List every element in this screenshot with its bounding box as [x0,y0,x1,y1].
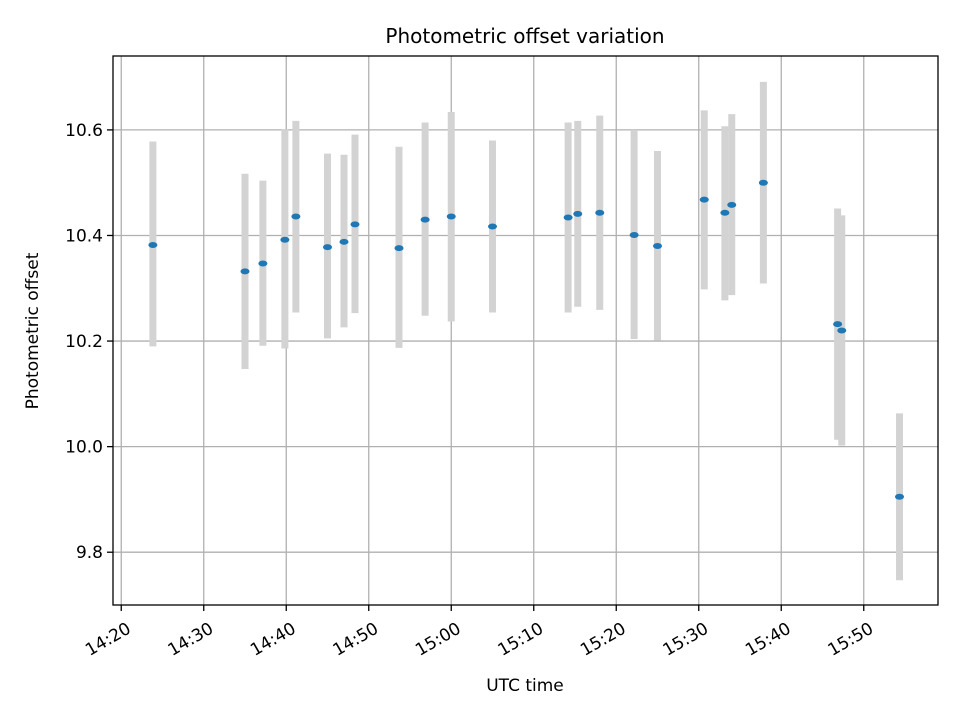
data-point [148,241,158,248]
chart-title: Photometric offset variation [385,24,664,48]
data-point [595,209,605,216]
data-point [350,221,360,228]
grid-lines [113,56,938,605]
data-point [240,268,250,275]
data-point [446,213,456,220]
data-point [833,321,843,328]
data-point [420,216,430,223]
data-point [720,209,730,216]
data-point [394,245,404,252]
y-tick-label: 10.0 [65,438,103,458]
y-tick-label: 10.2 [65,332,103,352]
data-point [653,243,662,250]
plot-frame [112,55,939,606]
data-point [280,236,290,243]
data-point [699,196,709,203]
data-point [727,201,737,208]
y-axis-title: Photometric offset [23,252,43,409]
data-point [339,238,349,245]
y-tick-label: 9.8 [76,543,103,563]
data-point [837,327,847,334]
x-axis-title: UTC time [486,676,564,696]
data-point [258,260,268,267]
data-point [573,210,583,217]
data-point [323,244,332,251]
data-point [758,179,768,186]
data-points [148,179,904,500]
data-point [488,223,497,230]
data-point [291,213,301,220]
y-tick-label: 10.6 [65,121,103,141]
y-tick-label: 10.4 [65,226,103,246]
data-point [629,231,639,238]
data-point [895,493,904,500]
data-point [563,214,573,221]
